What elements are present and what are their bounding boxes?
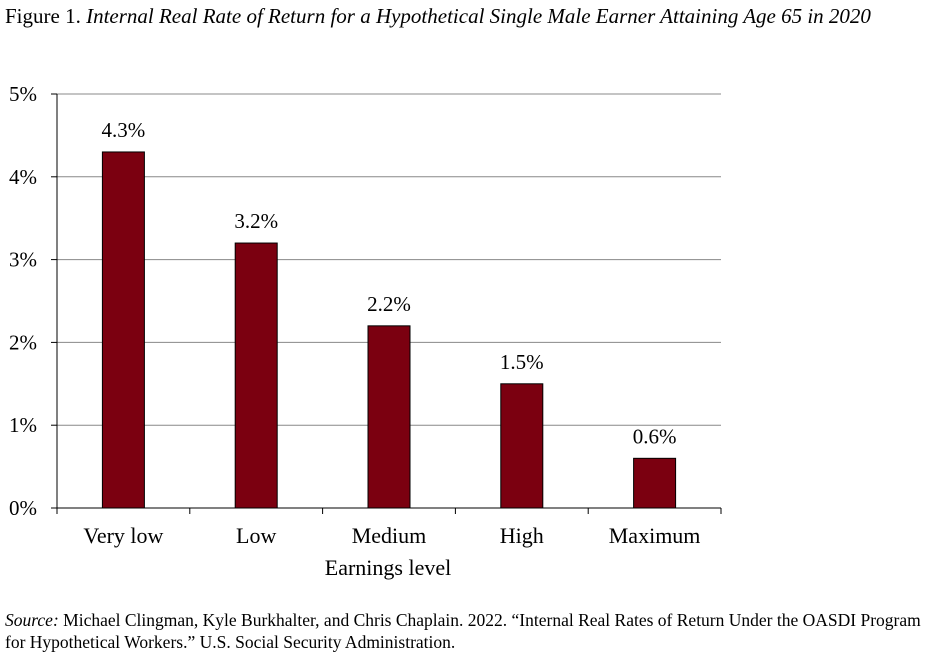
data-label: 2.2% (367, 292, 411, 316)
x-tick-label: High (500, 523, 544, 548)
source-label: Source: (5, 610, 59, 630)
data-label: 1.5% (500, 350, 544, 374)
bar (500, 383, 544, 509)
bar (367, 325, 411, 509)
y-tick-label: 0% (9, 496, 37, 520)
figure-label: Figure 1. (5, 4, 81, 28)
bar (101, 151, 145, 509)
x-axis-title: Earnings level (325, 555, 451, 580)
data-label: 0.6% (633, 424, 677, 448)
y-tick-label: 5% (9, 82, 37, 106)
source-text: Michael Clingman, Kyle Burkhalter, and C… (5, 610, 921, 652)
x-tick-label: Low (236, 523, 276, 548)
y-tick-label: 4% (9, 165, 37, 189)
source-note: Source: Michael Clingman, Kyle Burkhalte… (5, 609, 930, 653)
y-tick-label: 3% (9, 248, 37, 272)
x-tick-label: Very low (83, 523, 163, 548)
bars (101, 151, 677, 509)
x-tick-label: Medium (352, 523, 427, 548)
y-axis-ticks: 0% 1% 2% 3% 4% 5% (9, 82, 57, 520)
figure-title-text: Internal Real Rate of Return for a Hypot… (86, 4, 871, 28)
y-tick-label: 2% (9, 330, 37, 354)
data-label: 4.3% (102, 118, 146, 142)
x-axis: Very low Low Medium High Maximum (56, 94, 722, 548)
bar (234, 242, 278, 509)
data-labels: 4.3% 3.2% 2.2% 1.5% 0.6% (102, 118, 677, 448)
data-label: 3.2% (234, 209, 278, 233)
x-tick-label: Maximum (609, 523, 701, 548)
bar-chart: 0% 1% 2% 3% 4% 5% 4.3% 3.2% 2.2% 1.5% 0.6% Very l… (9, 82, 722, 580)
figure-title: Figure 1. Internal Real Rate of Return f… (5, 4, 925, 29)
bar (633, 457, 677, 509)
y-tick-label: 1% (9, 413, 37, 437)
